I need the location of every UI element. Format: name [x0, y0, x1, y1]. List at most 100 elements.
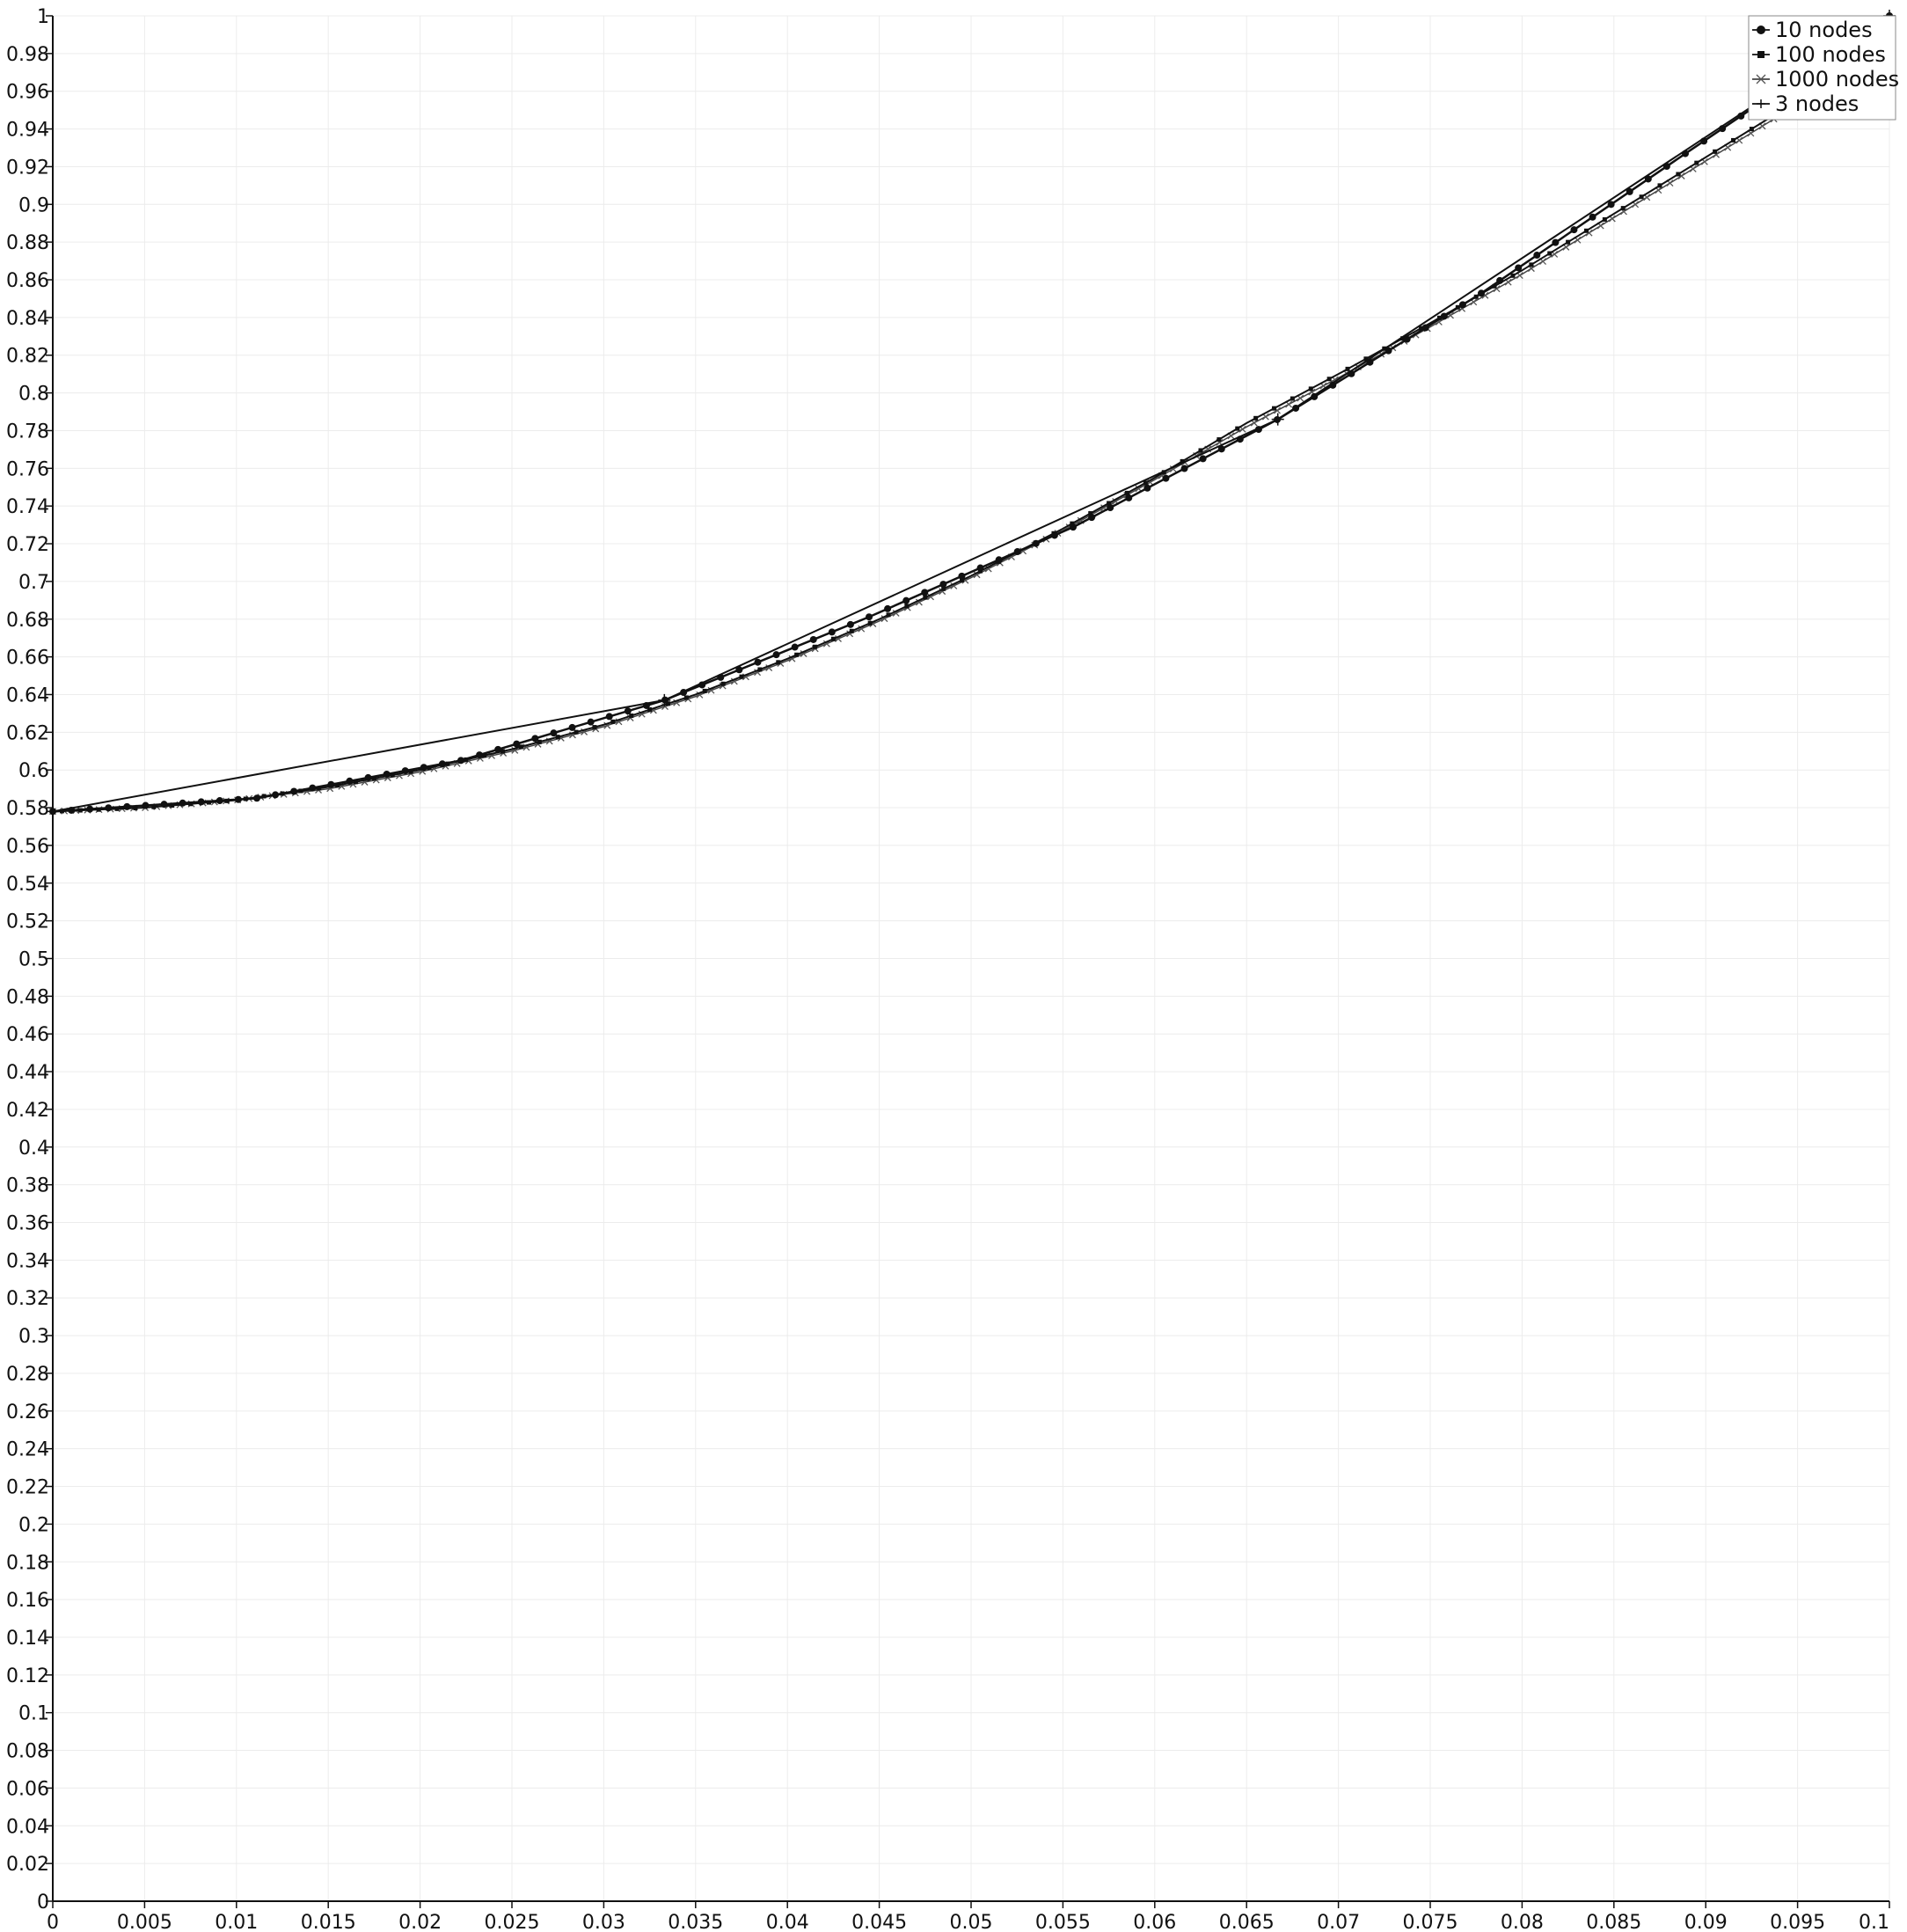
- y-tick-label: 0.52: [6, 911, 49, 933]
- data-point-square: [1235, 426, 1240, 431]
- data-point-circle: [772, 651, 780, 659]
- data-point-circle: [1088, 514, 1096, 522]
- data-point-circle: [605, 713, 613, 721]
- x-tick-label: 0.035: [668, 1912, 723, 1932]
- y-tick-label: 0.38: [6, 1175, 49, 1197]
- x-tick-label: 0.02: [398, 1912, 442, 1932]
- data-point-square: [610, 719, 616, 724]
- y-tick-label: 0.26: [6, 1401, 49, 1423]
- data-point-square: [941, 586, 946, 591]
- data-point-square: [1400, 336, 1406, 341]
- data-point-circle: [587, 718, 595, 726]
- legend-item: 1000 nodes: [1752, 67, 1899, 91]
- data-point-square: [1749, 127, 1754, 132]
- y-tick-label: 0.3: [18, 1326, 49, 1348]
- data-point-circle: [921, 589, 929, 596]
- y-tick-label: 0.5: [18, 949, 49, 971]
- x-tick-label: 0.025: [485, 1912, 540, 1932]
- data-point-circle: [1385, 347, 1392, 355]
- y-tick-label: 0.68: [6, 610, 49, 632]
- data-point-circle: [828, 628, 836, 636]
- y-tick-label: 0.76: [6, 458, 49, 480]
- y-tick-label: 0.16: [6, 1590, 49, 1612]
- data-point-circle: [364, 773, 372, 781]
- data-point-square: [1602, 216, 1607, 222]
- data-point-circle: [1421, 324, 1429, 332]
- data-point-circle: [346, 777, 354, 785]
- data-point-square: [757, 667, 763, 672]
- data-point-plus: [658, 693, 671, 706]
- x-tick-label: 0.09: [1684, 1912, 1728, 1932]
- y-tick-label: 0.86: [6, 270, 49, 292]
- x-tick-label: 0.08: [1501, 1912, 1544, 1932]
- y-tick-label: 0.32: [6, 1288, 49, 1310]
- data-point-circle: [179, 799, 186, 807]
- data-point-square: [1657, 183, 1662, 188]
- x-tick-label: 0.01: [215, 1912, 258, 1932]
- y-tick-label: 0.08: [6, 1741, 49, 1763]
- data-point-square: [1124, 490, 1129, 495]
- series-line: [52, 43, 1890, 813]
- data-point-circle: [234, 795, 242, 803]
- data-point-circle: [1013, 547, 1021, 555]
- data-point-square: [133, 805, 138, 810]
- x-tick-label: 0.055: [1035, 1912, 1091, 1932]
- y-tick-label: 0.94: [6, 120, 49, 142]
- y-tick-label: 0.36: [6, 1213, 49, 1235]
- y-tick-label: 0.56: [6, 836, 49, 858]
- data-point-square: [1510, 273, 1516, 278]
- data-point-square: [702, 688, 707, 693]
- data-point-square: [482, 753, 487, 758]
- y-tick-label: 0.12: [6, 1665, 49, 1687]
- data-point-square: [960, 577, 965, 582]
- x-tick-label: 0.095: [1770, 1912, 1825, 1932]
- data-point-circle: [383, 771, 391, 779]
- data-point-circle: [976, 564, 984, 572]
- data-point-circle: [1440, 312, 1448, 320]
- data-point-circle: [1515, 264, 1523, 272]
- x-tick-label: 0: [47, 1912, 59, 1932]
- y-tick-label: 0.06: [6, 1778, 49, 1800]
- data-point-circle: [939, 581, 947, 589]
- data-point-circle: [958, 572, 966, 580]
- data-point-square: [574, 729, 579, 735]
- x-tick-label: 0.065: [1219, 1912, 1275, 1932]
- series-layer: [47, 10, 1896, 818]
- y-tick-label: 0.44: [6, 1062, 49, 1084]
- data-point-square: [114, 806, 120, 811]
- x-tick-label: 0.04: [766, 1912, 809, 1932]
- data-point-circle: [1162, 474, 1170, 482]
- data-point-circle: [1589, 213, 1596, 221]
- data-point-circle: [1552, 238, 1560, 246]
- y-tick-label: 0.58: [6, 798, 49, 820]
- series-line: [52, 15, 1890, 813]
- y-tick-label: 0.98: [6, 44, 49, 66]
- legend-label: 1000 nodes: [1775, 67, 1899, 91]
- y-tick-label: 0.14: [6, 1628, 49, 1650]
- data-point-square: [1272, 406, 1277, 411]
- y-tick-label: 0.7: [18, 572, 49, 594]
- data-point-square: [317, 786, 322, 791]
- data-point-circle: [1607, 201, 1615, 209]
- data-point-square: [1731, 137, 1736, 143]
- data-point-circle: [1070, 523, 1077, 531]
- data-point-circle: [1757, 26, 1765, 34]
- data-point-circle: [494, 745, 502, 753]
- data-point-circle: [902, 596, 910, 604]
- y-tick-label: 0.84: [6, 308, 49, 330]
- data-point-square: [1620, 206, 1626, 211]
- data-point-square: [1143, 480, 1148, 486]
- data-point-circle: [1050, 531, 1058, 539]
- data-point-square: [904, 604, 910, 609]
- x-tick-label: 0.07: [1317, 1912, 1360, 1932]
- data-point-square: [1290, 396, 1295, 401]
- data-point-square: [647, 707, 653, 713]
- data-point-circle: [1570, 226, 1578, 234]
- y-tick-label: 0.1: [18, 1703, 49, 1725]
- legend-item: 100 nodes: [1752, 42, 1886, 67]
- data-point-square: [1492, 283, 1497, 289]
- data-point-square: [830, 636, 836, 641]
